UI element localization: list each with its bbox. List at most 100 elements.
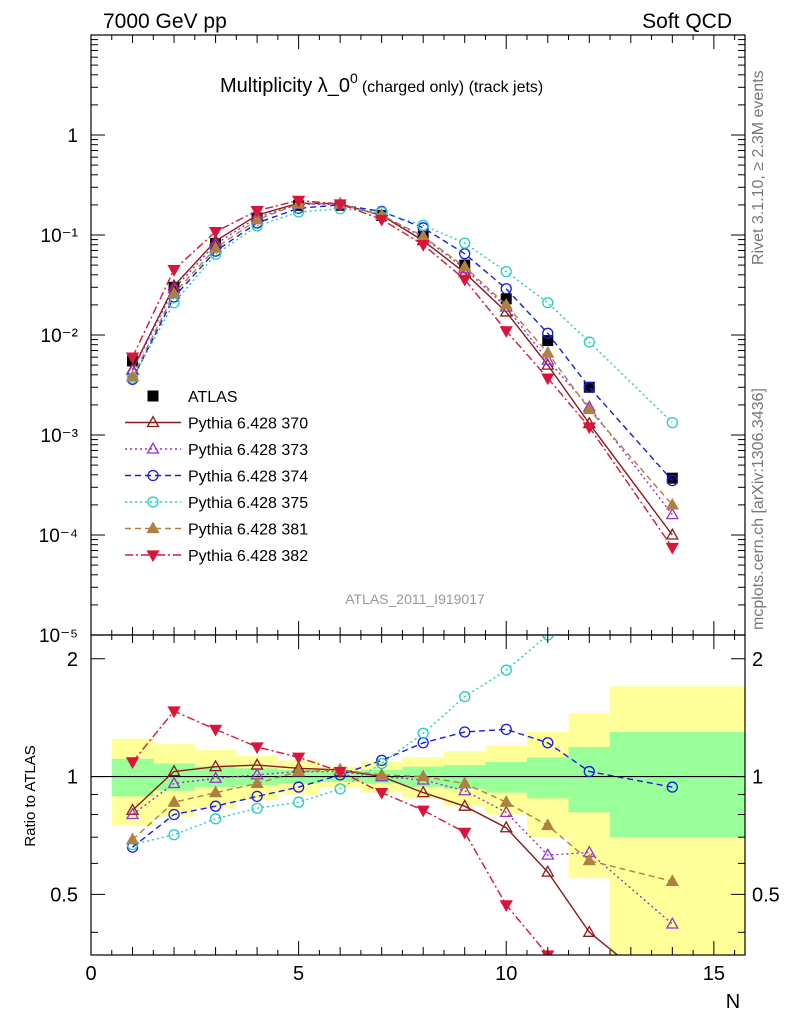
series-pythia-6-428-382 (125, 195, 679, 555)
header-right-text: Soft QCD (642, 10, 732, 33)
y-tick-label: 10⁻³ (41, 426, 79, 447)
data-point (375, 214, 389, 227)
data-point (147, 469, 159, 482)
data-point (375, 787, 389, 800)
data-point (292, 796, 305, 808)
legend-label: ATLAS (188, 389, 238, 406)
data-point (146, 521, 160, 534)
data-point (667, 554, 677, 564)
data-point (499, 820, 513, 833)
data-point (416, 785, 430, 798)
data-point (208, 759, 223, 772)
data-point (168, 829, 180, 841)
legend-label: Pythia 6.428 381 (188, 522, 308, 539)
data-point (146, 441, 160, 454)
data-point (500, 723, 512, 736)
ratio-series-pythia-6-428-381 (125, 762, 679, 886)
data-point (582, 925, 596, 937)
data-point (292, 764, 306, 777)
data-point (499, 900, 513, 912)
data-point (583, 381, 595, 393)
data-point (499, 795, 513, 807)
data-point (333, 199, 347, 212)
data-point (458, 827, 472, 840)
data-point (250, 776, 264, 789)
data-point (208, 771, 223, 783)
data-point (541, 818, 555, 831)
data-point (458, 259, 472, 272)
ratio-y-tick-label-right: 0.5 (752, 884, 780, 906)
data-point (582, 422, 596, 435)
data-point (542, 327, 554, 339)
y-axis-ticks (91, 39, 745, 636)
data-point (499, 297, 513, 310)
data-point (416, 240, 430, 252)
data-point (583, 336, 595, 348)
data-point (208, 241, 223, 253)
legend-label: Pythia 6.428 382 (188, 548, 308, 565)
x-axis-label: N (726, 991, 740, 1013)
data-point (542, 737, 554, 749)
data-point (500, 664, 512, 676)
uncertainty-bands (111, 686, 745, 955)
ratio-frame (90, 634, 746, 956)
data-point (146, 415, 160, 428)
header-left-text: 7000 GeV pp (103, 10, 227, 33)
y-tick-label: 10⁻¹ (41, 226, 79, 247)
data-point (375, 767, 389, 780)
data-point (125, 352, 140, 365)
data-point (208, 724, 223, 737)
data-point (208, 785, 223, 798)
rivet-version-label: Rivet 3.1.10, ≥ 2.3M events (750, 70, 767, 265)
data-point (459, 726, 471, 738)
data-point (458, 776, 472, 789)
y-tick-label: 10⁻⁴ (39, 526, 78, 547)
data-point (250, 206, 264, 218)
data-point (167, 764, 181, 777)
data-point (666, 781, 678, 793)
data-point (542, 297, 554, 309)
legend-label: Pythia 6.428 375 (188, 495, 308, 512)
x-tick-label: 5 (293, 963, 304, 985)
data-point (251, 802, 263, 814)
data-point (168, 808, 180, 821)
data-point (209, 800, 222, 812)
data-point (541, 373, 555, 386)
data-point (665, 527, 679, 540)
legend: ATLAS Pythia 6.428 370 Pythia 6.428 373 Pyt… (125, 389, 308, 565)
analysis-watermark: ATLAS_2011_I919017 (345, 591, 485, 607)
data-point (334, 783, 346, 795)
data-point (250, 212, 264, 225)
legend-label: Pythia 6.428 373 (188, 442, 308, 459)
x-tick-label: 15 (703, 963, 725, 985)
ratio-y-tick-label-left: 0.5 (50, 884, 78, 906)
ratio-series-pythia-6-428-374 (126, 723, 678, 853)
data-point (251, 790, 263, 803)
data-point (292, 752, 306, 765)
data-point (209, 813, 222, 825)
data-point (416, 769, 430, 782)
data-point (167, 795, 181, 807)
data-point (541, 353, 555, 365)
ratio-y-tick-label-right: 1 (752, 767, 763, 789)
data-point (583, 381, 595, 393)
data-point (146, 550, 160, 563)
data-point (250, 742, 264, 755)
data-point (584, 595, 594, 605)
data-point (582, 402, 596, 415)
data-point (583, 765, 595, 778)
data-point (125, 832, 140, 845)
data-point (582, 853, 596, 866)
data-point (665, 542, 679, 555)
stat-band (485, 761, 527, 793)
data-point (167, 776, 181, 789)
data-point (500, 266, 512, 278)
data-point (147, 496, 159, 508)
data-point (667, 993, 678, 1003)
ratio-line (132, 728, 673, 848)
data-point (666, 416, 678, 429)
data-point (541, 848, 555, 860)
data-point (541, 865, 555, 877)
data-point (167, 706, 181, 719)
data-point (665, 497, 679, 510)
